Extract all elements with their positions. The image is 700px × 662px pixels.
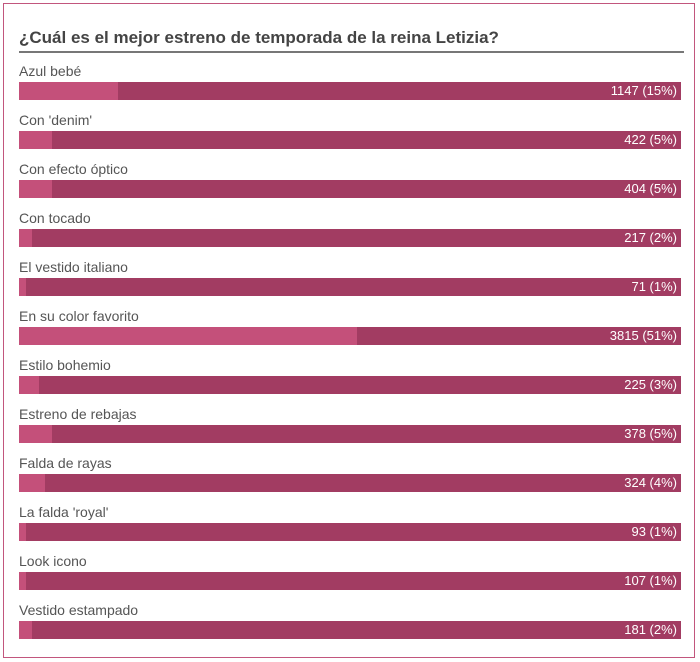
poll-option-label: Con efecto óptico (19, 161, 128, 177)
poll-bar: 71 (1%) (19, 278, 681, 296)
poll-option-label: Con 'denim' (19, 112, 93, 128)
poll-option: El vestido italiano 71 (1%) (19, 259, 684, 305)
poll-bar-fill (19, 327, 357, 345)
poll-vote-count: 93 (1%) (631, 524, 677, 539)
poll-option: Con tocado 217 (2%) (19, 210, 684, 256)
poll-bar: 93 (1%) (19, 523, 681, 541)
poll-option: Falda de rayas 324 (4%) (19, 455, 684, 501)
poll-vote-count: 324 (4%) (624, 475, 677, 490)
poll-option: Look icono 107 (1%) (19, 553, 684, 599)
poll-bar: 422 (5%) (19, 131, 681, 149)
poll-vote-count: 107 (1%) (624, 573, 677, 588)
poll-vote-count: 217 (2%) (624, 230, 677, 245)
poll-bar: 181 (2%) (19, 621, 681, 639)
poll-option-label: Con tocado (19, 210, 91, 226)
poll-bar-fill (19, 82, 118, 100)
poll-bar: 107 (1%) (19, 572, 681, 590)
poll-option: Estreno de rebajas 378 (5%) (19, 406, 684, 452)
poll-option-label: En su color favorito (19, 308, 139, 324)
poll-vote-count: 181 (2%) (624, 622, 677, 637)
poll-vote-count: 422 (5%) (624, 132, 677, 147)
poll-option-label: Look icono (19, 553, 87, 569)
poll-option: Estilo bohemio 225 (3%) (19, 357, 684, 403)
poll-bar: 324 (4%) (19, 474, 681, 492)
poll-option: Vestido estampado 181 (2%) (19, 602, 684, 648)
poll-bar: 404 (5%) (19, 180, 681, 198)
poll-bar: 378 (5%) (19, 425, 681, 443)
poll-bar-fill (19, 278, 26, 296)
poll-widget: ¿Cuál es el mejor estreno de temporada d… (3, 3, 695, 658)
poll-option: Azul bebé 1147 (15%) (19, 63, 684, 109)
poll-title: ¿Cuál es el mejor estreno de temporada d… (19, 28, 684, 53)
poll-option-label: Azul bebé (19, 63, 82, 79)
poll-bar-fill (19, 131, 52, 149)
poll-vote-count: 378 (5%) (624, 426, 677, 441)
poll-bar-fill (19, 180, 52, 198)
poll-vote-count: 71 (1%) (631, 279, 677, 294)
poll-bar-fill (19, 621, 32, 639)
poll-vote-count: 3815 (51%) (609, 328, 677, 343)
poll-bar-fill (19, 474, 45, 492)
poll-option: Con 'denim' 422 (5%) (19, 112, 684, 158)
poll-option-label: La falda 'royal' (19, 504, 109, 520)
poll-option-label: Estilo bohemio (19, 357, 111, 373)
poll-option-label: El vestido italiano (19, 259, 128, 275)
poll-bar-fill (19, 376, 39, 394)
poll-vote-count: 1147 (15%) (610, 83, 677, 98)
poll-bar: 1147 (15%) (19, 82, 681, 100)
poll-option: La falda 'royal' 93 (1%) (19, 504, 684, 550)
poll-option: En su color favorito 3815 (51%) (19, 308, 684, 354)
poll-option-label: Falda de rayas (19, 455, 112, 471)
poll-bar-fill (19, 229, 32, 247)
poll-vote-count: 225 (3%) (624, 377, 677, 392)
poll-vote-count: 404 (5%) (624, 181, 677, 196)
poll-bar-fill (19, 523, 26, 541)
poll-bar: 225 (3%) (19, 376, 681, 394)
poll-option-label: Estreno de rebajas (19, 406, 137, 422)
poll-bar: 3815 (51%) (19, 327, 681, 345)
poll-bar-fill (19, 425, 52, 443)
poll-option: Con efecto óptico 404 (5%) (19, 161, 684, 207)
poll-bar: 217 (2%) (19, 229, 681, 247)
poll-bar-fill (19, 572, 26, 590)
poll-option-label: Vestido estampado (19, 602, 139, 618)
